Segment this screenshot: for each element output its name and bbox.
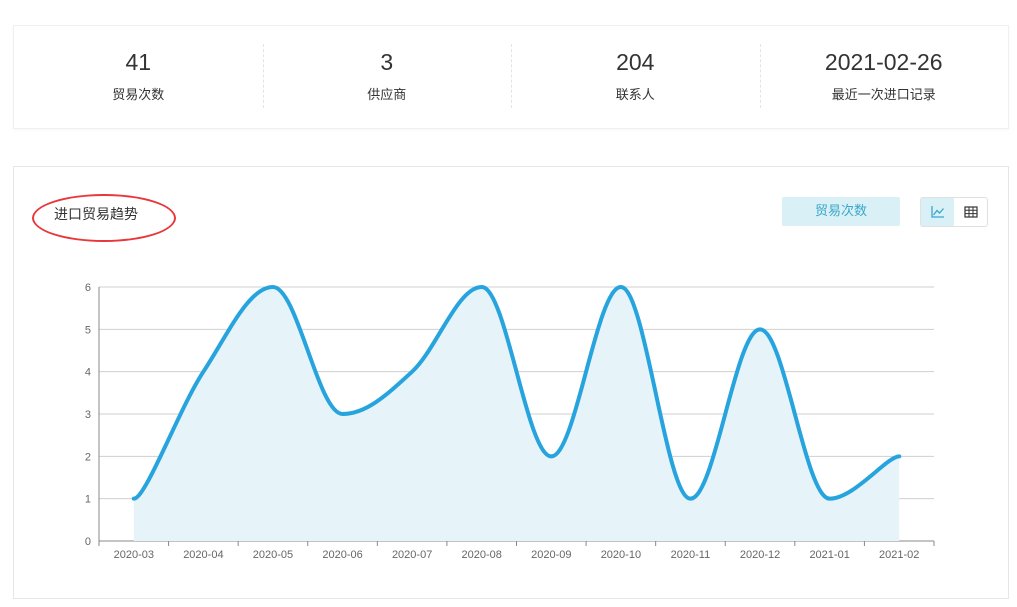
y-tick-label: 4 — [85, 367, 91, 379]
table-icon — [963, 206, 978, 218]
x-tick-label: 2020-05 — [253, 549, 293, 561]
table-view-button[interactable] — [954, 198, 987, 226]
y-tick-label: 1 — [85, 494, 91, 506]
x-tick-label: 2021-01 — [809, 549, 849, 561]
x-tick-label: 2020-06 — [322, 549, 362, 561]
x-tick-label: 2020-07 — [392, 549, 432, 561]
stat-label: 供应商 — [367, 88, 407, 103]
summary-stats: 41 贸易次数 3 供应商 204 联系人 2021-02-26 最近一次进口记录 — [13, 25, 1009, 129]
y-tick-label: 6 — [85, 282, 91, 294]
line-view-button[interactable] — [921, 198, 954, 226]
view-toggle — [920, 197, 988, 227]
x-tick-label: 2020-10 — [601, 549, 641, 561]
stat-last-import: 2021-02-26 最近一次进口记录 — [759, 26, 1009, 128]
x-tick-label: 2020-04 — [183, 549, 223, 561]
stat-contacts: 204 联系人 — [511, 26, 760, 128]
red-annotation-circle — [32, 194, 176, 242]
stat-label: 贸易次数 — [112, 88, 165, 103]
x-tick-label: 2020-08 — [462, 549, 502, 561]
series-line — [131, 284, 902, 501]
trend-panel: 进口贸易趋势 贸易次数 — [13, 166, 1009, 599]
stat-trade-count: 41 贸易次数 — [14, 26, 263, 128]
stat-value: 2021-02-26 — [824, 49, 943, 75]
y-tick-label: 5 — [85, 324, 91, 336]
line-chart-icon — [930, 206, 944, 218]
x-tick-label: 2020-03 — [114, 549, 154, 561]
x-tick-label: 2020-09 — [531, 549, 571, 561]
y-tick-label: 0 — [85, 536, 91, 548]
x-tick-label: 2020-12 — [740, 549, 780, 561]
stat-value: 204 — [616, 49, 655, 75]
x-tick-label: 2021-02 — [879, 549, 919, 561]
y-tick-label: 3 — [85, 409, 91, 421]
stat-value: 3 — [380, 49, 394, 75]
x-tick-label: 2020-11 — [671, 549, 711, 561]
y-tick-label: 2 — [85, 451, 91, 463]
stat-suppliers: 3 供应商 — [262, 26, 512, 128]
stat-label: 联系人 — [615, 88, 655, 103]
panel-title: 进口贸易趋势 — [54, 207, 138, 223]
stat-value: 41 — [125, 49, 152, 75]
stat-label: 最近一次进口记录 — [831, 88, 936, 103]
series-area — [133, 287, 900, 541]
metric-button[interactable]: 贸易次数 — [782, 197, 900, 226]
